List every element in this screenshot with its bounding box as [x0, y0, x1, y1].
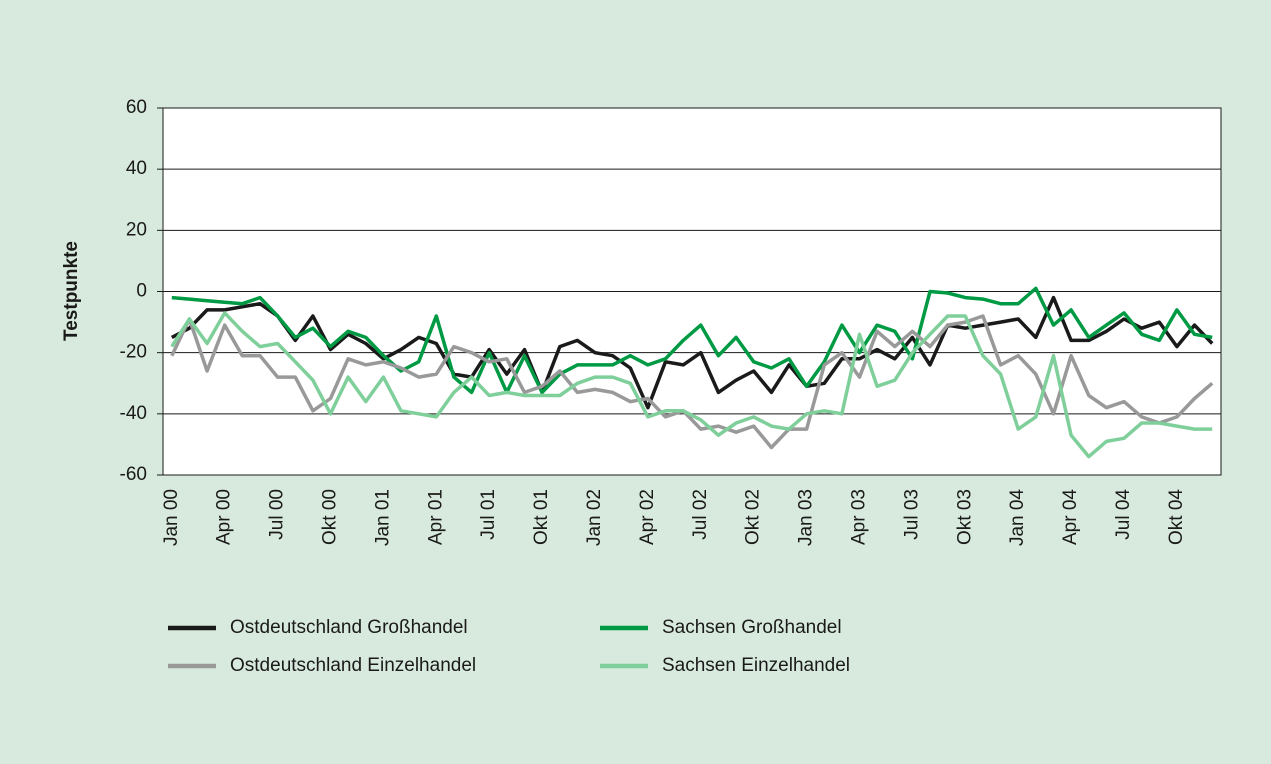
x-tick-label: Jul 04 — [1113, 489, 1134, 540]
y-tick-label: -20 — [120, 342, 147, 363]
x-tick-label: Apr 03 — [849, 489, 870, 545]
x-tick-label: Okt 02 — [743, 489, 764, 545]
y-tick-label: 60 — [126, 97, 147, 118]
x-tick-label: Okt 01 — [531, 489, 552, 545]
series-line — [170, 295, 1214, 410]
series-line — [171, 286, 1213, 395]
x-tick-label: Okt 04 — [1166, 489, 1187, 545]
x-tick-label: Jan 01 — [372, 489, 393, 546]
y-tick-label: 40 — [126, 158, 147, 179]
x-tick-label: Okt 00 — [320, 489, 341, 545]
x-tick-label: Apr 04 — [1060, 489, 1081, 545]
series-line — [170, 311, 1213, 459]
x-tick-label: Jul 02 — [690, 489, 711, 540]
x-tick-label: Jan 00 — [161, 489, 182, 546]
y-tick-label: -60 — [120, 464, 147, 485]
x-tick-label: Jul 03 — [901, 489, 922, 540]
x-tick-label: Jan 02 — [584, 489, 605, 546]
x-tick-label: Okt 03 — [954, 489, 975, 545]
legend-label: Sachsen Einzelhandel — [662, 655, 850, 676]
y-tick-label: 20 — [126, 219, 147, 240]
x-tick-label: Jul 01 — [478, 489, 499, 540]
x-tick-label: Jul 00 — [267, 489, 288, 540]
series-line — [170, 314, 1214, 450]
y-tick-label: 0 — [136, 281, 147, 302]
x-tick-label: Jan 04 — [1007, 489, 1028, 546]
x-tick-label: Jan 03 — [796, 489, 817, 546]
x-tick-label: Apr 00 — [214, 489, 235, 545]
legend-label: Ostdeutschland Einzelhandel — [230, 655, 476, 676]
y-axis-label: Testpunkte — [61, 241, 82, 341]
y-tick-label: -40 — [120, 403, 147, 424]
x-tick-label: Apr 02 — [637, 489, 658, 545]
legend-label: Sachsen Großhandel — [662, 617, 842, 638]
x-tick-label: Apr 01 — [425, 489, 446, 545]
legend-label: Ostdeutschland Großhandel — [230, 617, 468, 638]
